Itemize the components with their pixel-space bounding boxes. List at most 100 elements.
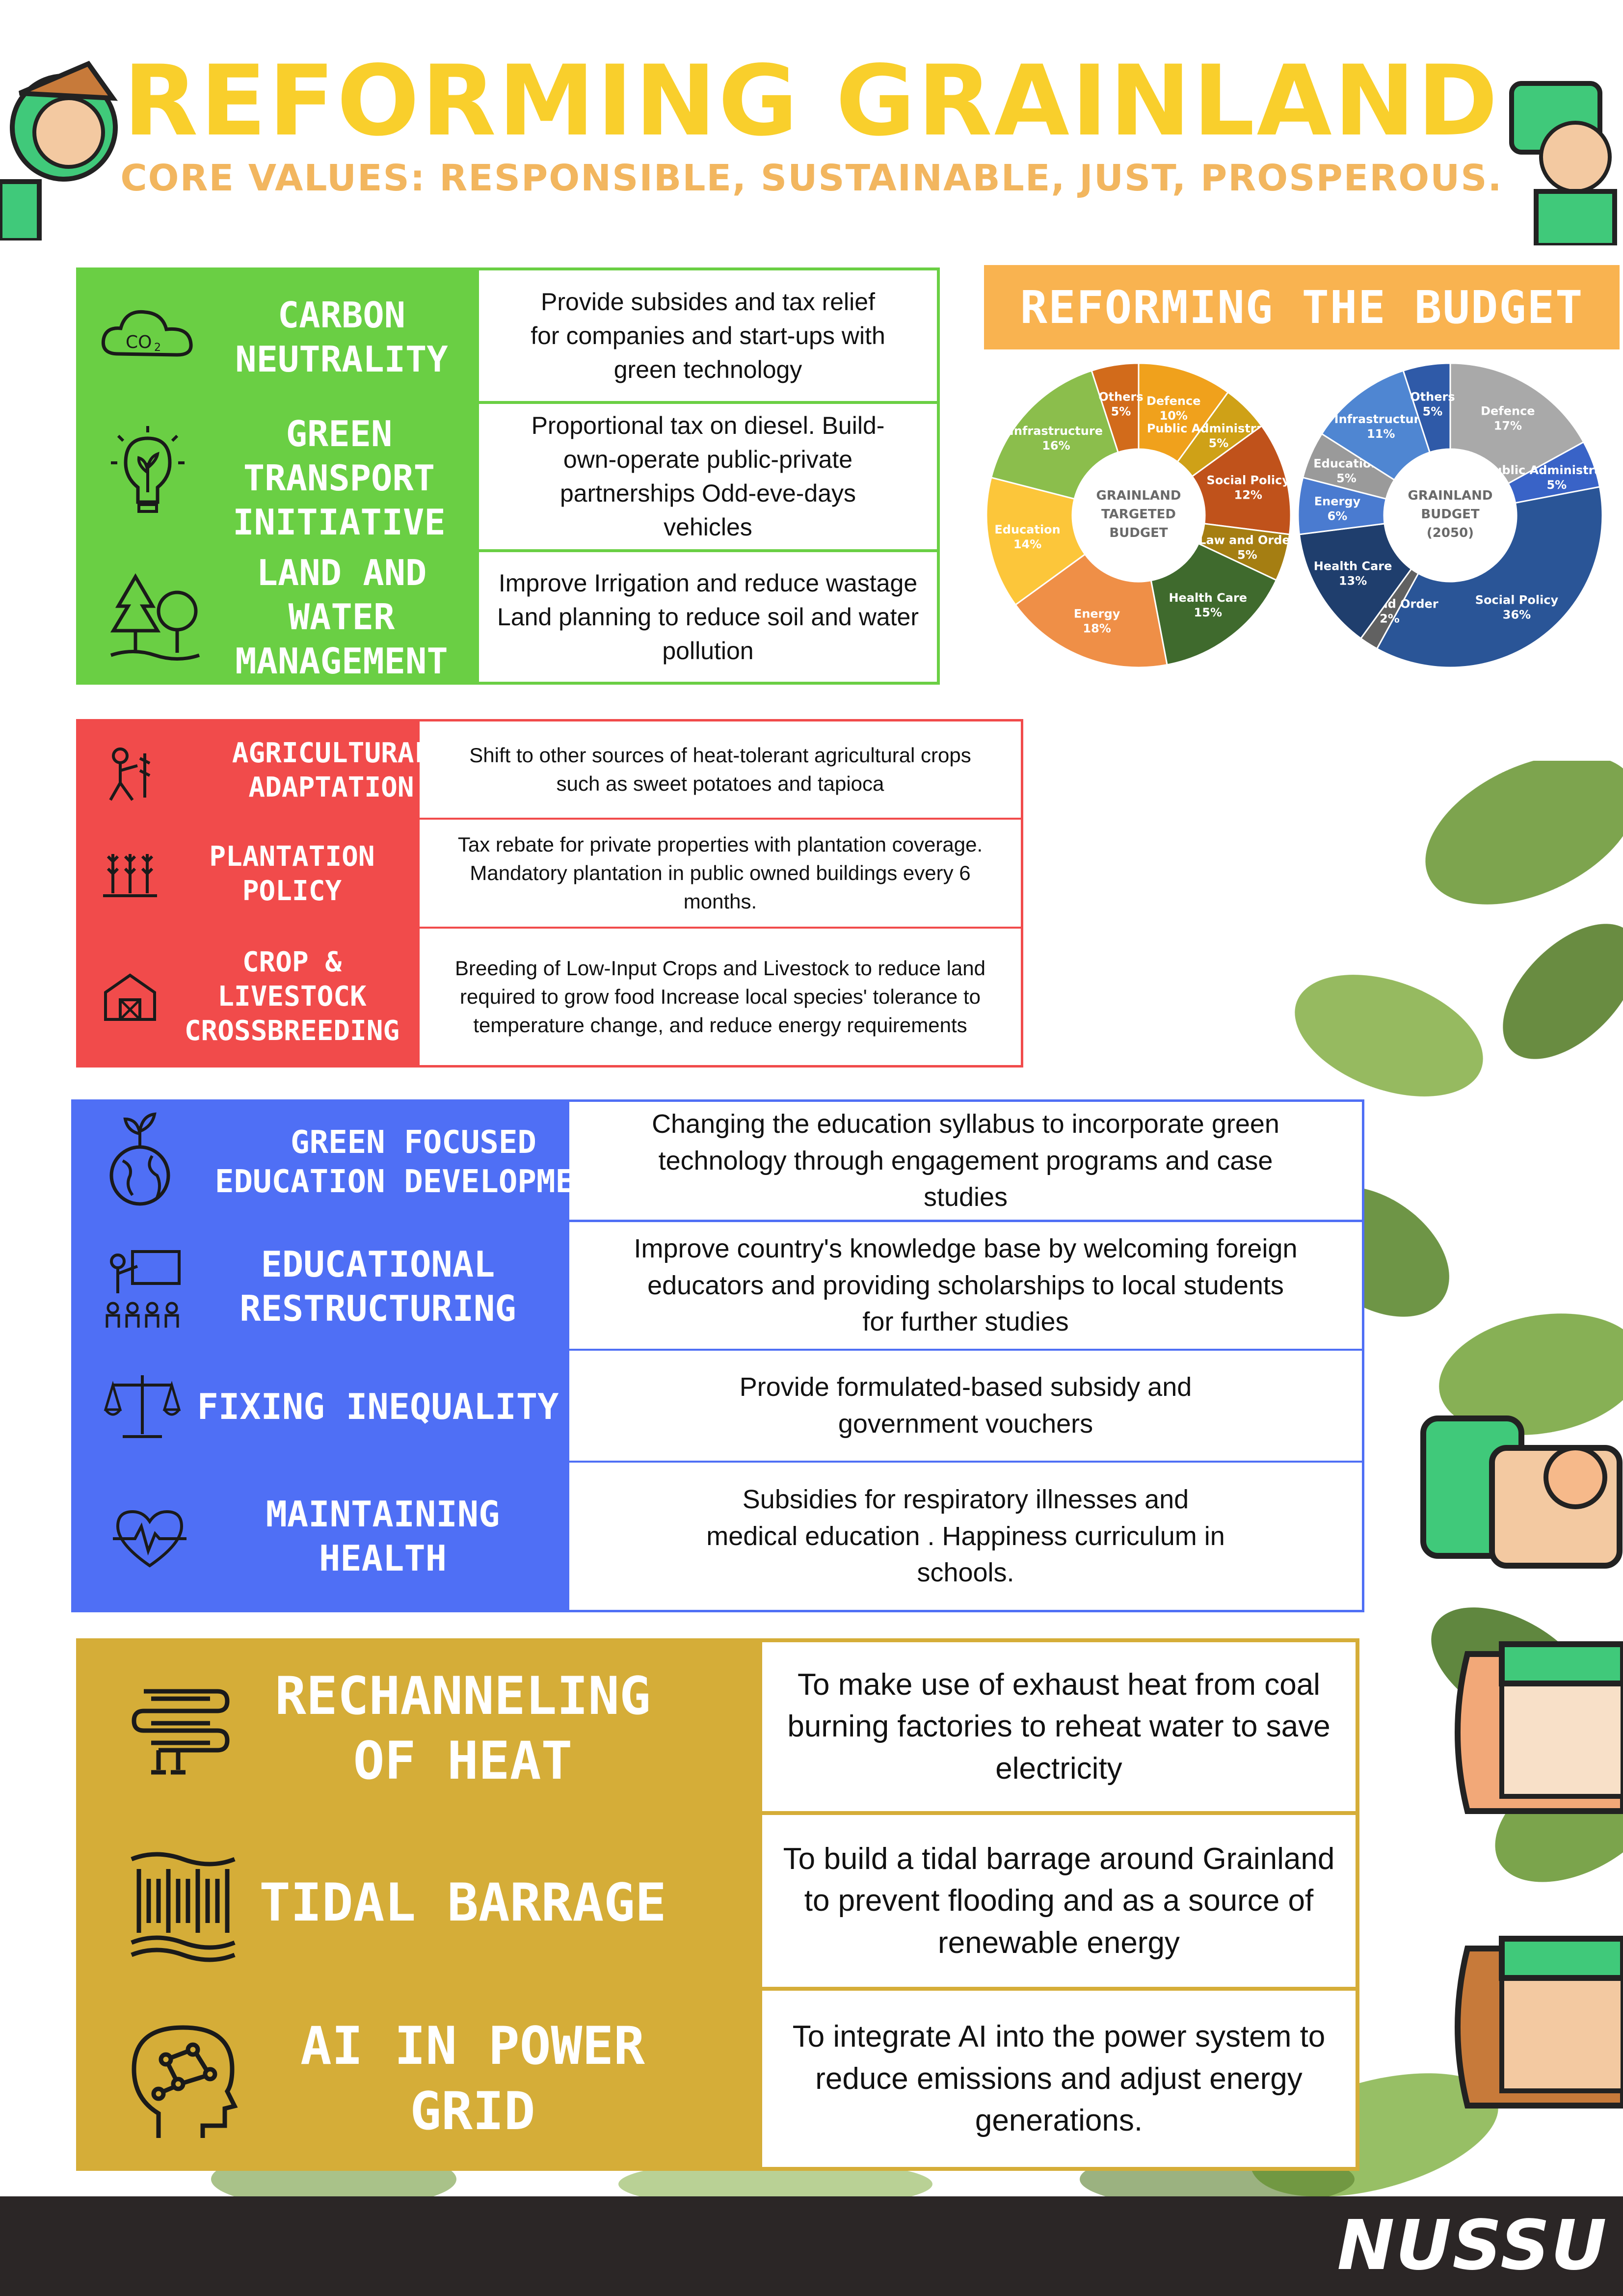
slice-category-label: Infrastructure [1334, 412, 1428, 426]
policy-row: AGRICULTURAL ADAPTATION Shift to other s… [79, 721, 1021, 820]
page-title: REFORMING GRAINLAND [123, 44, 1500, 158]
policy-description: Provide subsides and tax relief for comp… [479, 270, 937, 401]
pie-slice [1321, 370, 1431, 481]
scales-icon [103, 1365, 182, 1444]
pie-slice [1449, 362, 1585, 484]
slice-category-label: Infrastructure [1010, 424, 1103, 438]
gnome-character-icon [1509, 81, 1617, 245]
donut-center-label: BUDGET [1109, 526, 1168, 540]
policy-label: FIXING INEQUALITY [197, 1386, 559, 1427]
slice-value-label: 5% [1423, 404, 1443, 418]
policy-label: PLANTATION POLICY [209, 841, 375, 907]
policy-row: MAINTAINING HEALTH Subsidies for respira… [74, 1463, 1362, 1610]
slice-category-label: Energy [1314, 495, 1361, 508]
policy-description: To build a tidal barrage around Grainlan… [762, 1815, 1356, 1987]
barrage-icon [129, 1849, 237, 1962]
policy-row: GREEN FOCUSED EDUCATION DEVELOPMENT Chan… [74, 1102, 1362, 1222]
pie-slice [1150, 542, 1277, 666]
budget-heading: REFORMING THE BUDGET [984, 265, 1620, 349]
character-face-icon-2 [1455, 1936, 1623, 2109]
slice-category-label: Social Policy [1207, 474, 1290, 487]
policy-row: RECHANNELING OF HEAT To make use of exha… [80, 1642, 1356, 1815]
slice-category-label: Others [1098, 390, 1143, 403]
slice-category-label: Public Administration [1485, 463, 1623, 477]
policy-description: Provide formulated-based subsidy and gov… [569, 1351, 1362, 1461]
slice-value-label: 6% [1328, 509, 1348, 523]
slice-value-label: 5% [1111, 404, 1131, 418]
policy-label: AI IN POWER GRID [300, 2016, 645, 2141]
policy-row: LAND AND WATER MANAGEMENT Improve Irriga… [79, 552, 937, 682]
svg-text:CO: CO [126, 332, 152, 352]
donut-center-label: GRAINLAND [1096, 488, 1181, 503]
crops-icon [101, 844, 160, 903]
footer-bar [0, 2196, 1623, 2296]
pie-slice [1402, 362, 1451, 454]
classroom-icon [103, 1247, 182, 1330]
policy-description: Tax rebate for private properties with p… [420, 820, 1021, 927]
policy-row: CROP & LIVESTOCK CROSSBREEDING Breeding … [79, 929, 1021, 1065]
slice-value-label: 16% [1042, 439, 1070, 453]
slice-value-label: 13% [1339, 574, 1367, 587]
policy-description: Shift to other sources of heat-tolerant … [420, 721, 1021, 818]
heartbeat-icon [113, 1507, 186, 1571]
slice-category-label: Social Policy [1475, 593, 1559, 607]
slice-category-label: Others [1410, 390, 1455, 403]
slice-value-label: 10% [1160, 409, 1188, 423]
heat-coil-icon [129, 1682, 232, 1780]
donut-center-label: TARGETED [1101, 507, 1176, 522]
policy-row: GREEN TRANSPORT INITIATIVE Proportional … [79, 404, 937, 552]
donut-center-label: BUDGET [1421, 507, 1480, 522]
slice-category-label: Education [994, 523, 1060, 536]
policy-description: Improve country's knowledge base by welc… [569, 1222, 1362, 1349]
pie-slice [1191, 425, 1292, 535]
policy-row: TIDAL BARRAGE To build a tidal barrage a… [80, 1815, 1356, 1991]
policy-label: GREEN TRANSPORT INITIATIVE [233, 413, 446, 543]
policy-label: AGRICULTURAL ADAPTATION [232, 737, 431, 803]
agriculture-section: AGRICULTURAL ADAPTATION Shift to other s… [76, 719, 1023, 1068]
trees-icon [108, 567, 202, 665]
slice-category-label: Defence [1146, 394, 1201, 408]
slice-category-label: Defence [1481, 404, 1535, 418]
slice-value-label: 14% [1013, 537, 1041, 551]
policy-label: RECHANNELING OF HEAT [275, 1665, 651, 1791]
core-values-subtitle: CORE VALUES: RESPONSIBLE, SUSTAINABLE, J… [120, 157, 1503, 199]
policy-label: CROP & LIVESTOCK CROSSBREEDING [184, 946, 400, 1047]
policy-description: Subsidies for respiratory illnesses and … [569, 1463, 1362, 1610]
globe-sprout-icon [103, 1112, 177, 1210]
co2-cloud-icon: CO 2 [99, 300, 197, 369]
slice-value-label: 18% [1083, 621, 1111, 635]
slice-value-label: 17% [1494, 419, 1522, 433]
pie-slice [990, 370, 1119, 500]
slice-value-label: 5% [1209, 436, 1229, 450]
pie-slice [1298, 523, 1412, 640]
slice-category-label: Health Care [1169, 591, 1247, 605]
policy-label: GREEN FOCUSED EDUCATION DEVELOPMENT [214, 1124, 612, 1200]
policy-description: To integrate AI into the power system to… [762, 1991, 1356, 2167]
policy-label: TIDAL BARRAGE [259, 1872, 666, 1933]
ai-brain-icon [129, 2020, 242, 2143]
slice-value-label: 2% [1380, 612, 1400, 626]
policy-row: AI IN POWER GRID To integrate AI into th… [80, 1991, 1356, 2167]
slice-value-label: 5% [1336, 471, 1357, 485]
environment-section: CO 2 CARBON NEUTRALITY Provide subsides a… [76, 267, 940, 685]
slice-value-label: 5% [1237, 548, 1257, 561]
barn-icon [101, 968, 160, 1027]
policy-row: FIXING INEQUALITY Provide formulated-bas… [74, 1351, 1362, 1463]
farmer-icon [101, 744, 160, 802]
policy-description: Changing the education syllabus to incor… [569, 1102, 1362, 1220]
policy-description: To make use of exhaust heat from coal bu… [762, 1642, 1356, 1811]
policy-row: CO 2 CARBON NEUTRALITY Provide subsides a… [79, 270, 937, 404]
slice-value-label: 11% [1367, 427, 1395, 441]
pie-slice [1376, 486, 1603, 668]
policy-label: CARBON NEUTRALITY [235, 294, 448, 380]
svg-text:2: 2 [154, 342, 161, 354]
policy-label: LAND AND WATER MANAGEMENT [235, 552, 448, 682]
nussu-logo: NUSSU [1337, 2205, 1608, 2286]
farmer-character-icon [0, 60, 118, 240]
slice-category-label: Energy [1074, 607, 1120, 620]
slice-value-label: 36% [1503, 608, 1531, 621]
policy-row: EDUCATIONAL RESTRUCTURING Improve countr… [74, 1222, 1362, 1351]
eco-lightbulb-icon [108, 424, 187, 522]
slice-value-label: 15% [1194, 606, 1222, 619]
